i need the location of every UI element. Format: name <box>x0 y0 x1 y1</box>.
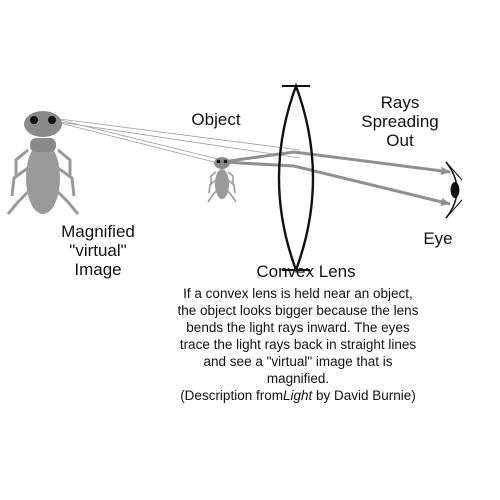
credit-title: Light <box>283 388 314 403</box>
trace-line-object-top <box>51 117 223 161</box>
caption-line: magnified. <box>267 371 329 386</box>
big-bug-leg <box>54 188 80 215</box>
label-magnified-line2: "virtual" <box>69 241 126 260</box>
caption-line: and see a "virtual" image that is <box>204 354 393 369</box>
light-rays <box>221 150 451 206</box>
label-magnified-line1: Magnified <box>61 222 135 241</box>
big-bug-thorax <box>30 138 56 152</box>
virtual-trace-lines <box>51 117 301 165</box>
big-bug-head <box>24 111 62 137</box>
label-object: Object <box>191 110 240 129</box>
small-bug-leg <box>210 171 217 184</box>
big-bug-leg <box>6 188 32 215</box>
credit-prefix: (Description from <box>180 388 283 403</box>
caption-line: the object looks bigger because the lens <box>178 303 419 318</box>
label-rays-line1: Rays <box>381 93 420 112</box>
eye-lash <box>445 199 463 219</box>
small-bug-leg <box>227 179 236 194</box>
small-bug-leg <box>207 189 218 203</box>
ray-lower <box>221 160 451 206</box>
object-bug <box>207 157 237 203</box>
caption-line: trace the light rays back in straight li… <box>180 337 417 352</box>
magnified-bug-image <box>6 111 80 215</box>
eye-pupil <box>450 182 460 198</box>
caption-line: If a convex lens is held near an object, <box>183 286 413 301</box>
label-rays-line3: Out <box>386 131 414 150</box>
big-bug-body <box>26 142 60 214</box>
label-magnified-line3: Image <box>74 260 121 279</box>
trace-line-top <box>51 117 301 151</box>
big-bug-leg <box>14 148 29 178</box>
label-rays-line2: Spreading <box>361 112 439 131</box>
big-bug-eye <box>48 116 56 124</box>
caption-line: bends the light rays inward. The eyes <box>186 320 410 335</box>
small-bug-head <box>214 157 230 169</box>
small-bug-body <box>215 169 229 199</box>
trace-line-object-bottom <box>51 120 223 165</box>
big-bug-eye <box>30 116 38 124</box>
eye-lash <box>445 161 463 181</box>
small-bug-eye <box>223 159 228 164</box>
credit-suffix: by David Burnie) <box>312 388 416 403</box>
small-bug-leg <box>208 179 217 194</box>
label-eye: Eye <box>423 229 452 248</box>
big-bug-leg <box>10 166 29 197</box>
ray-upper <box>221 150 451 175</box>
big-bug-leg <box>57 148 72 178</box>
caption-credit: (Description fromLight by David Burnie) <box>180 388 416 403</box>
trace-line-bottom <box>51 120 301 159</box>
small-bug-leg <box>227 171 234 184</box>
eye-drawing <box>445 161 463 219</box>
big-bug-leg <box>57 166 76 197</box>
convex-lens-shape <box>277 82 315 274</box>
caption: If a convex lens is held near an object,… <box>178 286 419 403</box>
small-bug-leg <box>226 189 237 203</box>
label-convex-lens: Convex Lens <box>256 262 355 281</box>
small-bug-eye <box>216 159 221 164</box>
